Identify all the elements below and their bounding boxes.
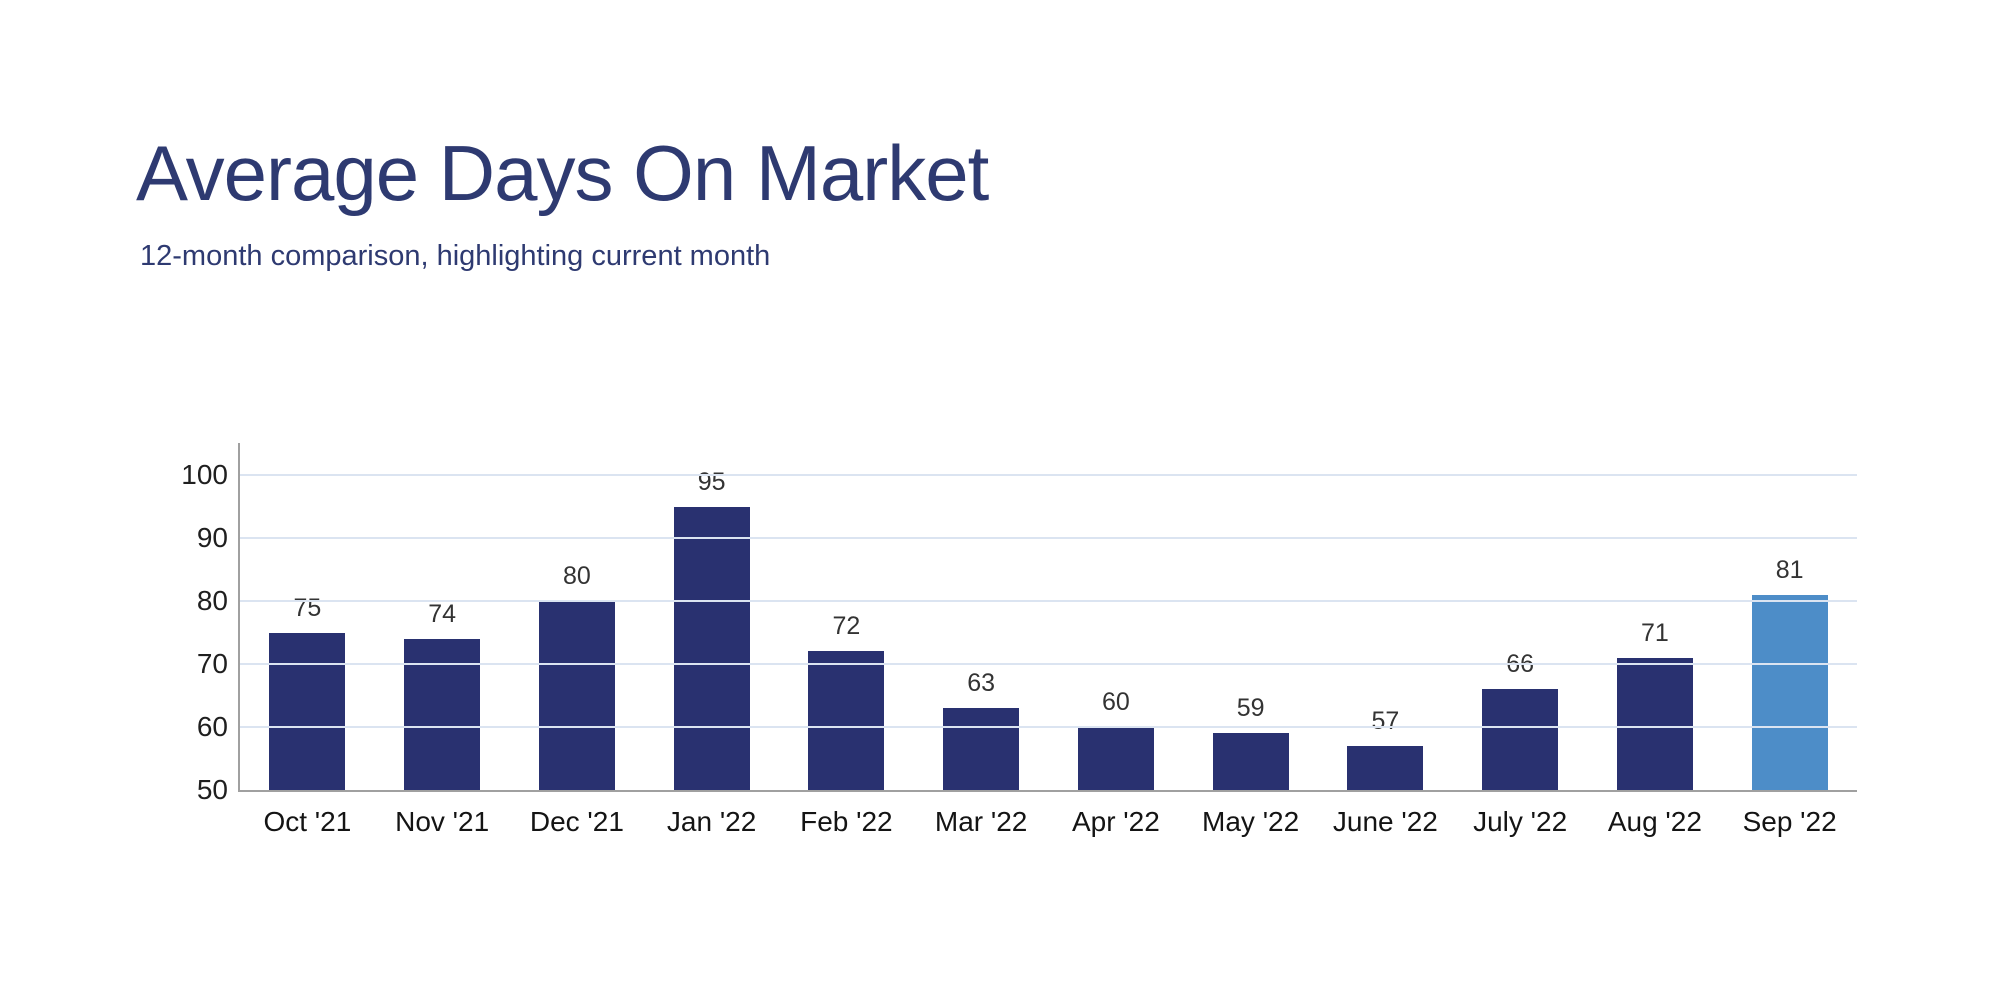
y-tick-label: 50 [196,774,228,805]
gridline [240,537,1857,539]
bar-slot: 59 May '22 [1183,443,1318,837]
x-tick-label: Feb '22 [800,806,893,837]
bar-value-label: 59 [1236,694,1265,723]
bar [269,632,346,790]
x-tick-label: Nov '21 [395,806,490,837]
bar-slot: 71 Aug '22 [1588,443,1723,837]
x-tick-label: Mar '22 [934,806,1028,837]
bar-slot: 74 Nov '21 [375,443,510,837]
bar [1212,733,1289,790]
bar-slot: 57 June '22 [1318,443,1453,837]
bar-value-label: 75 [293,593,322,622]
bar-slot: 66 July '22 [1453,443,1588,837]
bar [404,638,481,790]
gridline [240,600,1857,602]
bar-value-label: 71 [1640,618,1669,647]
y-tick-label: 60 [196,711,228,742]
x-tick-label: May '22 [1202,806,1300,837]
x-tick-label: July '22 [1473,806,1568,837]
gridline [240,474,1857,476]
y-tick-label: 100 [181,459,228,490]
chart-subtitle: 12-month comparison, highlighting curren… [140,240,771,272]
chart-title: Average Days On Market [136,129,989,217]
bar [1482,689,1559,790]
gridline [240,726,1857,728]
y-tick-label: 90 [196,522,228,553]
x-tick-label: Oct '21 [263,806,352,837]
x-tick-label: Dec '21 [529,806,624,837]
bar [1616,657,1693,790]
bar-slot: 60 Apr '22 [1049,443,1184,837]
bar-slot: 80 Dec '21 [510,443,645,837]
bar-value-label: 72 [832,612,861,641]
bar-value-label: 80 [562,562,591,590]
bar-slot: 75 Oct '21 [240,443,375,838]
bar [943,708,1020,790]
x-tick-label: Aug '22 [1607,806,1702,837]
x-tick-label: Sep '22 [1742,806,1837,837]
bar-slot: 95 Jan '22 [644,443,779,838]
bar-slot: 72 Feb '22 [779,443,914,837]
bar-value-label: 60 [1101,688,1130,716]
bar [673,506,750,790]
bar [1077,727,1154,790]
bar-value-label: 81 [1775,555,1804,584]
bar-series: 75 Oct '21 74 Nov '21 80 Dec '21 95 Jan '22 72 Fe… [240,443,1857,838]
bar-chart-plot-area: 75 Oct '21 74 Nov '21 80 Dec '21 95 Jan '22 72 Fe… [181,443,1857,838]
x-tick-label: Apr '22 [1071,806,1160,837]
bar-value-label: 63 [967,669,996,698]
x-tick-label: Jan '22 [666,806,757,837]
bar-value-label: 95 [697,467,726,496]
y-tick-label: 80 [196,585,228,616]
bar-value-label: 57 [1371,706,1400,735]
bar-value-label: 74 [428,599,457,628]
bar-highlighted [1751,594,1828,790]
bar-slot: 63 Mar '22 [914,443,1049,837]
bar-slot: 81 Sep '22 [1722,443,1857,837]
bar [808,651,885,790]
bar [1347,745,1424,790]
x-tick-label: June '22 [1332,806,1438,837]
gridline [240,663,1857,665]
bar [538,601,615,790]
y-tick-label: 70 [196,648,228,679]
